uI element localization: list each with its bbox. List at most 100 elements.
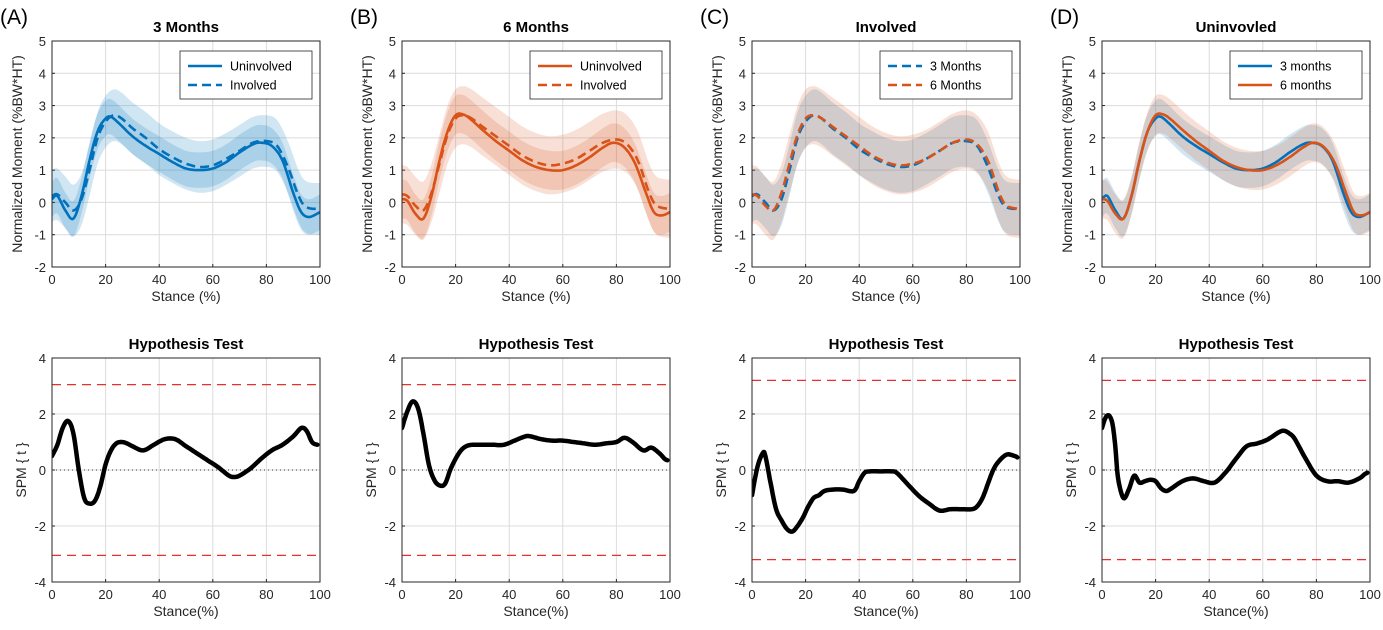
x-tick-label: 80 (259, 587, 273, 602)
legend-label: 3 months (1280, 60, 1331, 74)
panel-letter: (D) (1050, 6, 1079, 29)
series-line-2 (402, 114, 670, 213)
y-tick-label: -1 (734, 228, 746, 243)
axes-frame (751, 357, 1021, 583)
x-tick-label: 100 (1009, 272, 1031, 287)
x-tick-label: 0 (398, 587, 405, 602)
axes-frame (1101, 357, 1371, 583)
series-line-2 (752, 114, 1020, 213)
x-tick-label: 100 (1009, 587, 1031, 602)
x-tick-label: 60 (906, 272, 920, 287)
x-axis-label: Stance(%) (1203, 603, 1268, 619)
x-tick-label: 0 (1098, 272, 1105, 287)
y-axis-label: Normalized Moment (%BW*HT) (359, 55, 375, 253)
x-tick-label: 100 (1359, 272, 1381, 287)
y-tick-label: 0 (39, 463, 46, 478)
y-tick-label: 0 (1089, 195, 1096, 210)
y-tick-label: -4 (734, 575, 746, 590)
x-tick-label: 60 (906, 587, 920, 602)
plot-area (752, 379, 1020, 561)
sd-band-2 (752, 86, 1020, 241)
legend-label: Involved (580, 79, 627, 93)
x-tick-label: 20 (798, 272, 812, 287)
x-tick-label: 20 (1148, 272, 1162, 287)
chart-title: Uninvovled (1196, 19, 1277, 36)
grid (1101, 357, 1371, 583)
y-tick-label: 2 (1089, 131, 1096, 146)
x-axis-label: Stance (%) (1201, 288, 1270, 304)
y-tick-label: 2 (739, 131, 746, 146)
chart-title: Hypothesis Test (1179, 336, 1294, 353)
x-tick-label: 20 (448, 587, 462, 602)
plot-area (1102, 94, 1370, 239)
x-tick-label: 80 (609, 587, 623, 602)
legend-label: Uninvolved (230, 60, 292, 74)
y-tick-label: 0 (389, 195, 396, 210)
x-tick-label: 40 (502, 587, 516, 602)
panel-letter: (C) (700, 6, 729, 29)
chart-panel-7: Hypothesis Test 0 20 40 60 80 100 -4 -2 0 2 4 SPM { … (713, 336, 1031, 619)
axes-frame (51, 357, 321, 583)
y-tick-label: 0 (39, 195, 46, 210)
y-tick-label: 2 (389, 407, 396, 422)
legend-box (879, 50, 1013, 100)
y-tick-label: 0 (389, 463, 396, 478)
y-tick-label: 4 (389, 351, 396, 366)
x-tick-label: 40 (502, 272, 516, 287)
y-tick-label: 0 (1089, 463, 1096, 478)
x-tick-label: 40 (852, 587, 866, 602)
x-tick-label: 40 (852, 272, 866, 287)
legend: Uninvolved Involved (179, 50, 313, 100)
y-tick-label: -4 (1084, 575, 1096, 590)
y-tick-label: -2 (34, 260, 46, 275)
y-tick-label: -4 (384, 575, 396, 590)
legend-label: Uninvolved (580, 60, 642, 74)
y-tick-label: -4 (34, 575, 46, 590)
axes-frame (51, 40, 321, 268)
y-tick-label: 5 (739, 34, 746, 49)
series-line-2 (52, 113, 320, 212)
y-tick-label: 5 (39, 34, 46, 49)
x-tick-label: 80 (959, 272, 973, 287)
y-tick-label: 2 (39, 407, 46, 422)
axes-frame (401, 40, 671, 268)
x-axis-label: Stance(%) (503, 603, 568, 619)
legend-box (1229, 50, 1363, 100)
y-tick-label: 3 (389, 99, 396, 114)
x-tick-label: 0 (48, 272, 55, 287)
chart-title: 3 Months (153, 19, 219, 36)
y-tick-label: 4 (1089, 351, 1096, 366)
chart-panel-3: (C) Involved 0 20 40 60 80 100 -2 -1 0 1 2 3 4 5 3 Month… (700, 6, 1031, 304)
y-tick-label: -1 (1084, 228, 1096, 243)
y-tick-label: 0 (739, 463, 746, 478)
y-tick-label: -2 (734, 519, 746, 534)
chart-title: Hypothesis Test (829, 336, 944, 353)
chart-panel-1: (A) 3 Months 0 20 40 60 80 100 -2 -1 0 1 2 3 4 5 Uninvol… (0, 6, 331, 304)
panel-letter: (A) (0, 6, 28, 29)
x-tick-label: 20 (98, 587, 112, 602)
x-tick-label: 60 (206, 587, 220, 602)
legend: 3 Months 6 Months (879, 50, 1013, 100)
y-tick-label: -2 (1084, 260, 1096, 275)
y-tick-label: 4 (1089, 66, 1096, 81)
chart-panel-4: (D) Uninvovled 0 20 40 60 80 100 -2 -1 0 1 2 3 4 5 3 mon… (1050, 6, 1381, 304)
x-tick-label: 20 (448, 272, 462, 287)
chart-panel-2: (B) 6 Months 0 20 40 60 80 100 -2 -1 0 1 2 3 4 5 Uninvol… (350, 6, 681, 304)
y-axis-label: SPM { t } (1063, 442, 1079, 498)
x-tick-label: 60 (556, 587, 570, 602)
legend-label: 3 Months (930, 60, 981, 74)
x-axis-label: Stance(%) (153, 603, 218, 619)
sd-band-1 (752, 89, 1020, 237)
chart-title: Hypothesis Test (479, 336, 594, 353)
y-tick-label: 5 (1089, 34, 1096, 49)
y-tick-label: 3 (39, 99, 46, 114)
y-tick-label: 4 (39, 351, 46, 366)
legend-label: 6 Months (930, 79, 981, 93)
legend-box (529, 50, 663, 100)
chart-title: 6 Months (503, 19, 569, 36)
y-tick-label: -2 (384, 519, 396, 534)
x-tick-label: 80 (1309, 587, 1323, 602)
x-tick-label: 60 (1256, 272, 1270, 287)
chart-title: Involved (856, 19, 917, 36)
